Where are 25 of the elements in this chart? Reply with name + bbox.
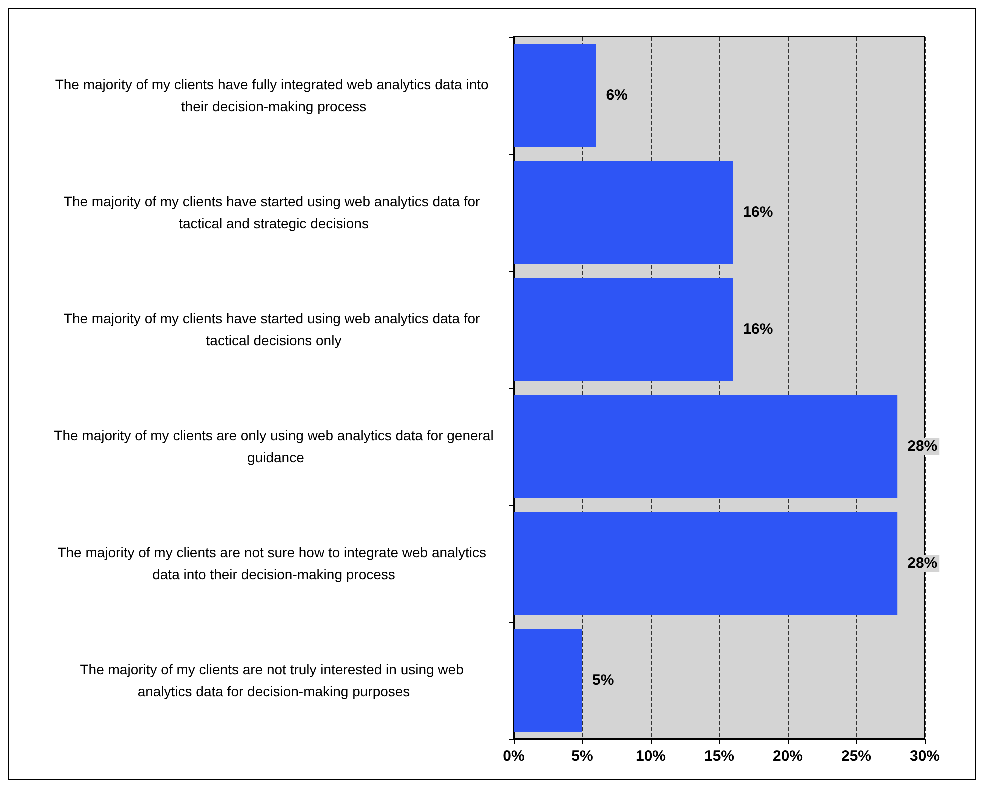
y-tick-label: The majority of my clients are only using web analytics data for general guidance [54, 428, 494, 466]
bar [514, 161, 734, 264]
bar [514, 395, 898, 498]
x-tick-label: 20% [772, 748, 804, 765]
x-tick-label: 30% [910, 748, 940, 765]
bar [514, 512, 898, 615]
data-label: 16% [743, 204, 774, 221]
bar [514, 278, 734, 381]
data-label: 16% [743, 321, 774, 338]
data-label: 6% [606, 87, 628, 104]
y-tick-label: The majority of my clients are not sure how to integrate web analytics data into their decision-making process [58, 544, 490, 582]
y-tick-label: The majority of my clients have started using web analytics data for tactical and strategic decisions [64, 194, 484, 232]
data-label: 28% [908, 555, 938, 572]
x-tick-label: 15% [704, 748, 735, 765]
data-label: 28% [908, 438, 938, 455]
y-tick-label: The majority of my clients have fully integrated web analytics data into their decision-making process [55, 76, 493, 114]
data-label: 5% [592, 672, 614, 689]
x-tick-label: 0% [503, 748, 525, 765]
y-tick-label: The majority of my clients have started using web analytics data for tactical decisions only [64, 310, 484, 348]
x-tick-label: 25% [841, 748, 872, 765]
y-tick-label: The majority of my clients are not truly interested in using web analytics data for decision-making purposes [80, 662, 468, 700]
x-tick-label: 5% [572, 748, 594, 765]
x-tick-label: 10% [636, 748, 666, 765]
bar [514, 44, 596, 147]
bar [514, 629, 582, 732]
